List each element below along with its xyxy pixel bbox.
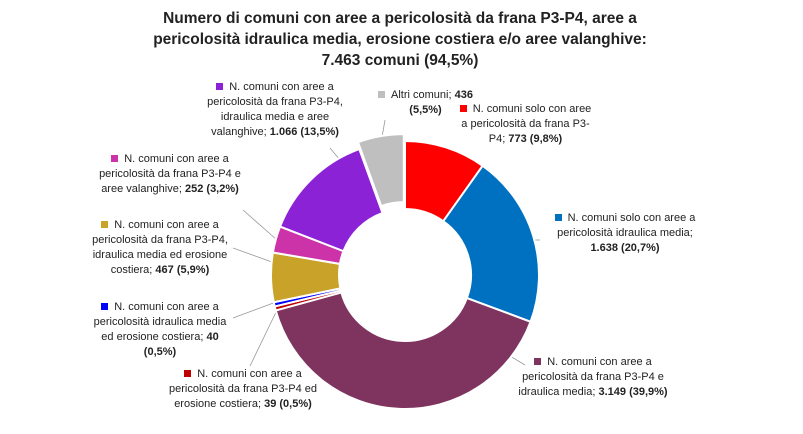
percent-label: (20,7%) xyxy=(621,242,660,254)
leader-lines xyxy=(232,119,540,367)
chart-title: Numero di comuni con aree a pericolosità… xyxy=(153,10,647,69)
legend-swatch xyxy=(184,370,192,377)
slice xyxy=(274,291,532,410)
category-label: N. comuni con aree a pericolosità da fra… xyxy=(92,219,228,276)
legend-swatch xyxy=(459,105,467,112)
percent-label: (0,5%) xyxy=(279,398,312,410)
category-label: N. comuni con aree a pericolosità da fra… xyxy=(99,153,241,195)
category-label: N. comuni con aree a pericolosità da fra… xyxy=(207,81,343,138)
data-label: Altri comuni; 436 (5,5%) xyxy=(368,88,483,118)
legend-swatch xyxy=(111,155,119,162)
category-label: Altri comuni; xyxy=(391,89,452,101)
value-label: 1.066 xyxy=(269,126,298,138)
percent-label: (9,8%) xyxy=(529,133,563,145)
data-label: N. comuni con aree a pericolosità da fra… xyxy=(95,152,245,197)
value-label: 252 xyxy=(184,183,204,195)
slice xyxy=(356,133,405,208)
legend-swatch xyxy=(101,303,109,310)
data-label: N. comuni solo con aree a pericolosità d… xyxy=(458,102,593,147)
percent-label: (13,5%) xyxy=(300,126,339,138)
value-label: 467 xyxy=(155,264,174,276)
percent-label: (5,5%) xyxy=(409,104,442,116)
legend-swatch xyxy=(101,221,109,228)
value-label: 1.638 xyxy=(590,242,618,254)
category-label: N. comuni solo con aree a pericolosità i… xyxy=(557,212,696,239)
value-label: 3.149 xyxy=(598,386,627,398)
data-label: N. comuni solo con aree a pericolosità i… xyxy=(550,211,700,256)
value-label: 773 xyxy=(508,133,527,145)
percent-label: (0,5%) xyxy=(143,346,177,358)
slice xyxy=(278,147,384,253)
value-label: 40 xyxy=(206,331,219,343)
data-label: N. comuni con aree a pericolosità idraul… xyxy=(90,300,230,360)
legend-swatch xyxy=(216,83,224,90)
percent-label: (3,2%) xyxy=(206,183,239,195)
category-label: N. comuni con aree a pericolosità da fra… xyxy=(169,368,317,410)
category-label: N. comuni con aree a pericolosità idraul… xyxy=(93,301,227,343)
legend-swatch xyxy=(534,358,542,365)
data-label: N. comuni con aree a pericolosità da fra… xyxy=(90,218,230,278)
percent-label: (39,9%) xyxy=(629,386,668,398)
data-label: N. comuni con aree a pericolosità da fra… xyxy=(195,80,355,140)
legend-swatch xyxy=(554,214,562,221)
value-label: 436 xyxy=(454,89,473,101)
category-label: N. comuni con aree a pericolosità da fra… xyxy=(518,356,664,398)
data-label: N. comuni con aree a pericolosità da fra… xyxy=(518,355,668,400)
legend-swatch xyxy=(378,91,386,98)
data-label: N. comuni con aree a pericolosità da fra… xyxy=(168,367,318,412)
slice xyxy=(441,164,540,324)
percent-label: (5,9%) xyxy=(176,264,210,276)
category-label: N. comuni solo con aree a pericolosità d… xyxy=(461,103,592,145)
value-label: 39 xyxy=(264,398,277,410)
